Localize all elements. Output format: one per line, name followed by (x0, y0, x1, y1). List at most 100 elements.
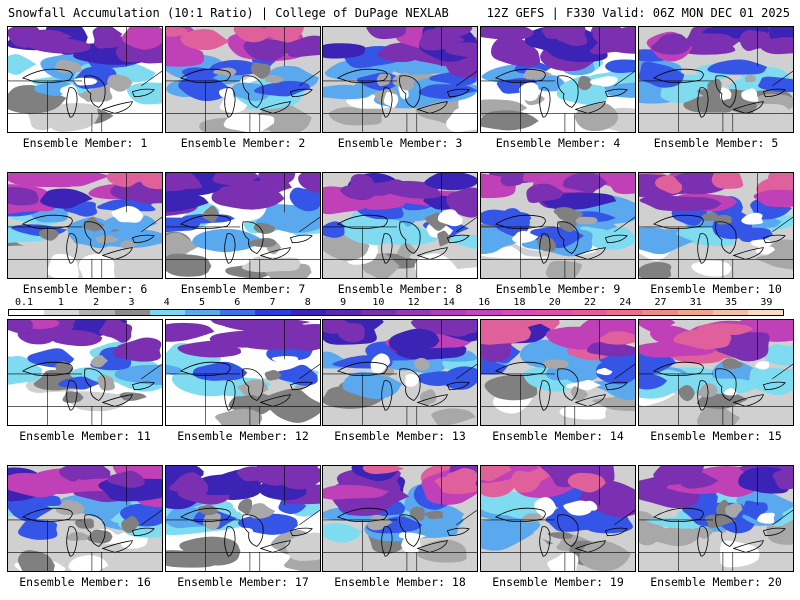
ensemble-member-label: Ensemble Member: 11 (19, 429, 151, 443)
colorbar-swatch (396, 310, 432, 315)
colorbar-tick-label: 12 (407, 297, 420, 308)
snow-shading (434, 476, 477, 494)
lake-outline (224, 380, 236, 411)
lake-outline (715, 368, 737, 401)
ensemble-member-map (638, 26, 794, 133)
snow-shading (444, 42, 477, 58)
snow-shading (481, 466, 512, 482)
snow-shading (120, 240, 138, 249)
snow-shading (298, 173, 320, 193)
lake-outline (289, 88, 313, 98)
lake-outline (697, 87, 709, 118)
lake-outline (131, 234, 155, 244)
snow-shading (323, 221, 345, 238)
snow-shading (281, 35, 320, 58)
lake-outline (604, 527, 628, 537)
snowfall-map (481, 466, 635, 571)
snowfall-map (166, 320, 320, 425)
snow-shading (243, 38, 291, 62)
lake-outline (242, 368, 264, 401)
colorbar-tick-label: 16 (478, 297, 491, 308)
state-border (299, 509, 320, 526)
snow-shading (725, 502, 743, 518)
snow-shading (719, 87, 732, 101)
snow-shading (74, 518, 94, 529)
snow-shading (169, 472, 208, 499)
lake-outline (604, 234, 628, 244)
lake-outline (101, 394, 133, 407)
lake-outline (494, 507, 546, 522)
snow-shading (704, 514, 737, 528)
snowfall-map (639, 320, 793, 425)
lake-outline (557, 514, 579, 547)
snow-shading (223, 112, 275, 132)
lake-outline (399, 368, 421, 401)
snow-shading (425, 212, 450, 231)
snow-shading (342, 371, 403, 400)
snow-shading (121, 27, 162, 50)
lake-outline (416, 540, 448, 553)
lake-outline (131, 381, 155, 391)
snow-shading (639, 227, 694, 255)
lake-outline (131, 527, 155, 537)
snow-shading (574, 216, 598, 225)
state-border (299, 216, 320, 233)
snow-shading (563, 500, 593, 516)
snow-shading (198, 229, 257, 251)
colorbar-swatch (220, 310, 256, 315)
lake-outline (259, 101, 291, 114)
colorbar-tick-label: 39 (760, 297, 773, 308)
snow-shading (690, 33, 733, 45)
snow-shading (55, 500, 85, 516)
snow-shading (68, 555, 109, 571)
lake-outline (242, 75, 264, 108)
snow-shading (223, 527, 254, 542)
snow-shading (388, 328, 440, 352)
lake-outline (574, 540, 606, 553)
snow-shading (424, 510, 444, 520)
lake-outline (84, 368, 106, 401)
snow-shading (275, 364, 318, 386)
snowfall-map (481, 27, 635, 132)
snow-shading (32, 29, 73, 45)
state-border (772, 363, 793, 380)
ensemble-member-label: Ensemble Member: 7 (180, 282, 306, 296)
ensemble-member-label: Ensemble Member: 9 (495, 282, 621, 296)
colorbar-swatch (360, 310, 397, 315)
snow-shading (639, 262, 672, 278)
colorbar-swatch (466, 310, 502, 315)
ensemble-member-label: Ensemble Member: 1 (22, 136, 148, 150)
snow-shading (177, 340, 242, 358)
ensemble-member-label: Ensemble Member: 12 (177, 429, 309, 443)
snow-shading (542, 359, 569, 369)
snow-shading (78, 254, 115, 278)
snow-shading (707, 323, 753, 336)
state-border (141, 70, 162, 87)
lake-outline (446, 381, 470, 391)
snowfall-map (639, 27, 793, 132)
ensemble-member-label: Ensemble Member: 18 (334, 575, 466, 589)
ensemble-member-map (7, 465, 163, 572)
lake-outline (242, 514, 264, 547)
colorbar-tick-label: 20 (548, 297, 561, 308)
snow-shading (545, 502, 614, 531)
snow-shading (62, 391, 84, 404)
snow-shading (534, 497, 557, 517)
snowfall-map (8, 320, 162, 425)
lake-outline (652, 507, 704, 522)
snow-shading (511, 230, 539, 244)
colorbar-swatch (114, 310, 150, 315)
lake-outline (399, 514, 421, 547)
snow-shading (744, 74, 756, 83)
snow-shading (212, 173, 260, 188)
state-border (141, 216, 162, 233)
snow-shading (439, 321, 473, 337)
lake-outline (66, 526, 78, 557)
colorbar-swatch (607, 310, 643, 315)
snow-shading (603, 29, 627, 41)
lake-outline (539, 87, 551, 118)
ensemble-member-label: Ensemble Member: 15 (650, 429, 782, 443)
ensemble-member-map (480, 319, 636, 426)
lake-outline (732, 101, 764, 114)
snow-shading (691, 260, 732, 277)
